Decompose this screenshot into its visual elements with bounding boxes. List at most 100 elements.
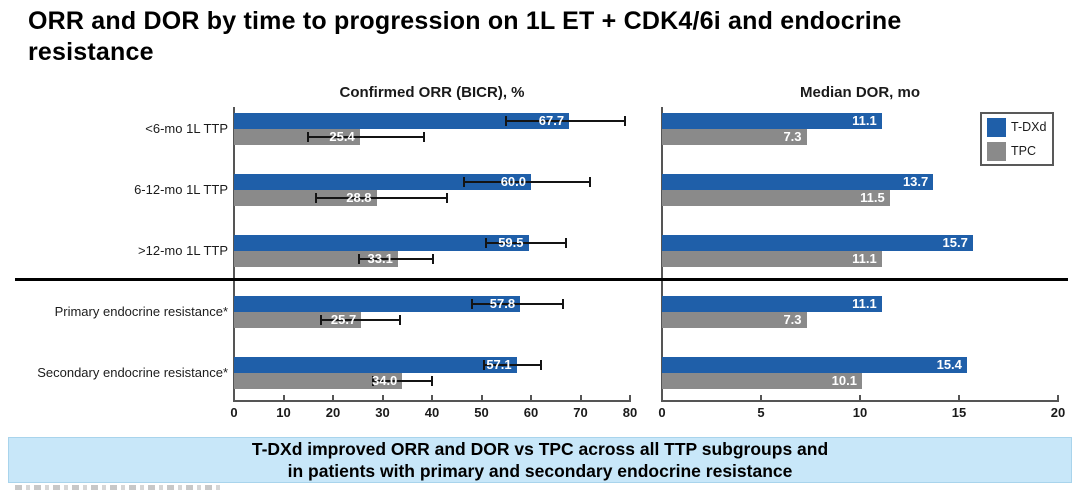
banner-line-2: in patients with primary and secondary e… bbox=[287, 461, 793, 481]
bar-t-dxd bbox=[662, 113, 882, 129]
bar-t-dxd bbox=[234, 113, 570, 129]
error-bar-cap bbox=[564, 238, 567, 248]
bar-value-label: 11.1 bbox=[852, 113, 877, 128]
tdxd-swatch-icon bbox=[987, 117, 1006, 137]
x-axis-tick-label: 20 bbox=[1050, 405, 1066, 420]
bar-value-label: 34.0 bbox=[371, 373, 398, 388]
legend-item-tdxd: T-DXd bbox=[987, 117, 1052, 137]
x-axis-tick bbox=[1057, 395, 1059, 401]
x-axis-tick bbox=[282, 395, 285, 401]
x-axis-line bbox=[662, 400, 1059, 402]
bar-value-label: 10.1 bbox=[831, 373, 857, 388]
subgroup-divider-line bbox=[15, 278, 1068, 281]
category-label: Secondary endocrine resistance* bbox=[37, 365, 228, 380]
x-axis-tick-label: 15 bbox=[951, 405, 967, 420]
error-bar-cap bbox=[470, 299, 473, 309]
error-bar bbox=[308, 136, 425, 138]
error-bar-cap bbox=[423, 132, 426, 142]
x-axis-tick-label: 50 bbox=[474, 405, 489, 420]
error-bar-cap bbox=[485, 238, 488, 248]
error-bar-cap bbox=[482, 360, 485, 370]
x-axis-tick bbox=[579, 395, 582, 401]
error-bar-cap bbox=[357, 254, 360, 264]
bar-value-label: 33.1 bbox=[367, 251, 393, 266]
error-bar-cap bbox=[505, 116, 508, 126]
error-bar bbox=[486, 242, 566, 244]
error-bar-cap bbox=[399, 315, 402, 325]
x-axis-tick-label: 0 bbox=[230, 405, 238, 420]
bar-value-label: 28.8 bbox=[346, 190, 372, 205]
x-axis-tick-label: 10 bbox=[852, 405, 868, 420]
bar-value-label: 15.4 bbox=[936, 357, 962, 372]
error-bar bbox=[471, 303, 564, 305]
bar-value-label: 13.7 bbox=[902, 174, 929, 189]
error-bar bbox=[506, 120, 625, 122]
bar-value-label: 25.4 bbox=[329, 129, 355, 144]
bar-tpc bbox=[234, 312, 362, 328]
bar-value-label: 7.3 bbox=[783, 312, 802, 327]
bar-t-dxd bbox=[234, 296, 521, 312]
error-bar bbox=[464, 181, 591, 183]
x-axis-tick bbox=[381, 395, 384, 401]
bar-t-dxd bbox=[662, 174, 934, 190]
error-bar-cap bbox=[589, 177, 592, 187]
x-axis-tick bbox=[431, 395, 433, 401]
tpc-swatch-icon bbox=[987, 141, 1006, 161]
x-axis-tick-label: 80 bbox=[622, 405, 638, 420]
x-axis-tick bbox=[760, 395, 762, 401]
x-axis-tick-label: 5 bbox=[757, 405, 765, 420]
error-bar-cap bbox=[371, 376, 374, 386]
x-axis-tick-label: 0 bbox=[658, 405, 666, 420]
legend-label-tdxd: T-DXd bbox=[1011, 120, 1047, 134]
bar-t-dxd bbox=[662, 296, 882, 312]
category-label: <6-mo 1L TTP bbox=[145, 121, 228, 136]
x-axis-tick-label: 20 bbox=[325, 405, 341, 420]
clipped-footnote-text bbox=[15, 485, 220, 490]
error-bar bbox=[358, 258, 434, 260]
x-axis-tick bbox=[958, 395, 960, 401]
bar-value-label: 57.8 bbox=[489, 296, 516, 311]
error-bar bbox=[372, 380, 432, 382]
error-bar-cap bbox=[432, 254, 435, 264]
bar-tpc bbox=[662, 251, 882, 267]
x-axis-tick-label: 10 bbox=[276, 405, 291, 420]
legend-label-tpc: TPC bbox=[1011, 144, 1036, 158]
bar-tpc bbox=[662, 373, 862, 389]
error-bar-cap bbox=[539, 360, 542, 370]
x-axis-line bbox=[234, 400, 631, 402]
x-axis-tick-label: 40 bbox=[424, 405, 440, 420]
left-chart-title: Confirmed ORR (BICR), % bbox=[339, 84, 525, 101]
error-bar-cap bbox=[319, 315, 322, 325]
x-axis-tick bbox=[530, 395, 532, 401]
x-axis-tick bbox=[629, 395, 631, 401]
bar-value-label: 11.1 bbox=[852, 296, 877, 311]
bar-tpc bbox=[662, 312, 807, 328]
error-bar-cap bbox=[431, 376, 433, 386]
bar-value-label: 11.5 bbox=[860, 190, 885, 205]
page-title: ORR and DOR by time to progression on 1L… bbox=[28, 7, 902, 66]
bar-t-dxd bbox=[234, 357, 517, 373]
error-bar-cap bbox=[307, 132, 310, 142]
error-bar bbox=[320, 319, 401, 321]
error-bar-cap bbox=[314, 193, 317, 203]
x-axis-tick bbox=[233, 395, 235, 401]
error-bar bbox=[315, 197, 447, 199]
error-bar-cap bbox=[623, 116, 626, 126]
legend-item-tpc: TPC bbox=[987, 141, 1052, 161]
bar-tpc bbox=[234, 190, 377, 206]
bar-t-dxd bbox=[234, 235, 529, 251]
category-label: Primary endocrine resistance* bbox=[54, 304, 228, 319]
x-axis-tick bbox=[859, 395, 861, 401]
bar-value-label: 57.1 bbox=[486, 357, 512, 372]
x-axis-tick bbox=[661, 395, 663, 401]
bar-value-label: 7.3 bbox=[783, 129, 802, 144]
bar-value-label: 15.7 bbox=[942, 235, 968, 250]
x-axis-tick-label: 60 bbox=[523, 405, 539, 420]
right-chart-title: Median DOR, mo bbox=[799, 84, 920, 101]
legend: T-DXd TPC bbox=[980, 112, 1054, 166]
banner-line-1: T-DXd improved ORR and DOR vs TPC across… bbox=[251, 439, 829, 459]
category-label: 6-12-mo 1L TTP bbox=[134, 182, 228, 197]
bar-t-dxd bbox=[234, 174, 531, 190]
bar-tpc bbox=[662, 190, 890, 206]
